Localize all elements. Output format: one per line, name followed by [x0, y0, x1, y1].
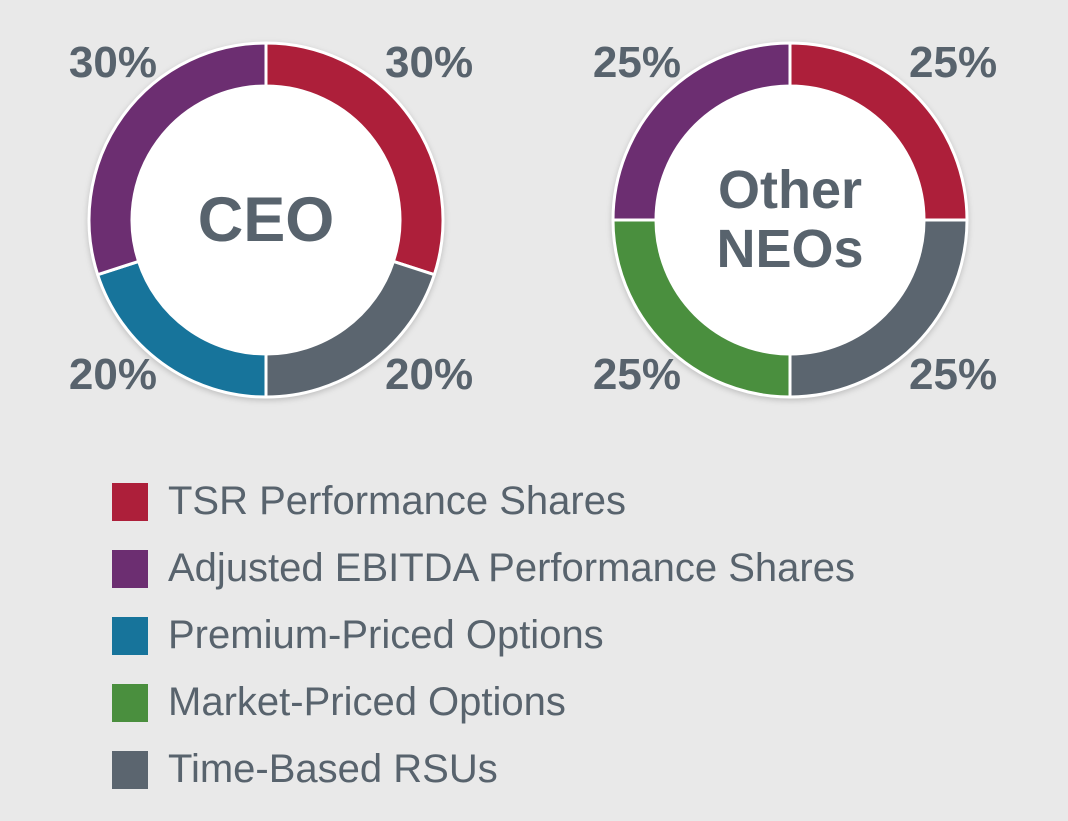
legend-color-swatch — [112, 482, 148, 521]
donut-segment-adjusted-ebitda-performance-shares — [611, 41, 792, 222]
neos-percent-label-top-right: 25% — [909, 38, 998, 87]
donut-hole — [130, 84, 402, 356]
donut-hole — [654, 84, 926, 356]
ceo-percent-label-bottom-left: 20% — [68, 350, 157, 399]
legend-item-label: TSR Performance Shares — [168, 479, 626, 523]
legend-item-label: Market-Priced Options — [168, 680, 566, 724]
ceo-percent-label-bottom-right: 20% — [385, 350, 474, 399]
legend-color-swatch — [112, 683, 148, 722]
legend-item-label: Time-Based RSUs — [168, 747, 498, 791]
other-neos-donut-chart: Other NEOs 25% 25% 25% 25% — [593, 25, 997, 415]
legend-color-swatch — [112, 750, 148, 789]
neos-percent-label-bottom-left: 25% — [592, 350, 681, 399]
donut-segment-adjusted-ebitda-performance-shares — [87, 41, 268, 277]
legend-item-label: Adjusted EBITDA Performance Shares — [168, 546, 855, 590]
legend: TSR Performance Shares Adjusted EBITDA P… — [112, 479, 855, 817]
neos-percent-label-bottom-right: 25% — [909, 350, 998, 399]
legend-item-market-priced-options: Market-Priced Options — [112, 680, 855, 724]
ceo-percent-label-top-left: 30% — [68, 38, 157, 87]
legend-item-tsr-performance-shares: TSR Performance Shares — [112, 479, 855, 523]
legend-item-premium-priced-options: Premium-Priced Options — [112, 613, 855, 657]
legend-item-label: Premium-Priced Options — [168, 613, 604, 657]
legend-item-time-based-rsus: Time-Based RSUs — [112, 747, 855, 791]
legend-color-swatch — [112, 616, 148, 655]
legend-color-swatch — [112, 549, 148, 588]
ceo-donut-ring — [87, 41, 445, 399]
legend-item-adjusted-ebitda-performance-shares: Adjusted EBITDA Performance Shares — [112, 546, 855, 590]
ceo-percent-label-top-right: 30% — [385, 38, 474, 87]
other-neos-donut-ring — [611, 41, 969, 399]
neos-percent-label-top-left: 25% — [592, 38, 681, 87]
ceo-donut-chart: CEO 30% 30% 20% 20% — [69, 25, 473, 415]
